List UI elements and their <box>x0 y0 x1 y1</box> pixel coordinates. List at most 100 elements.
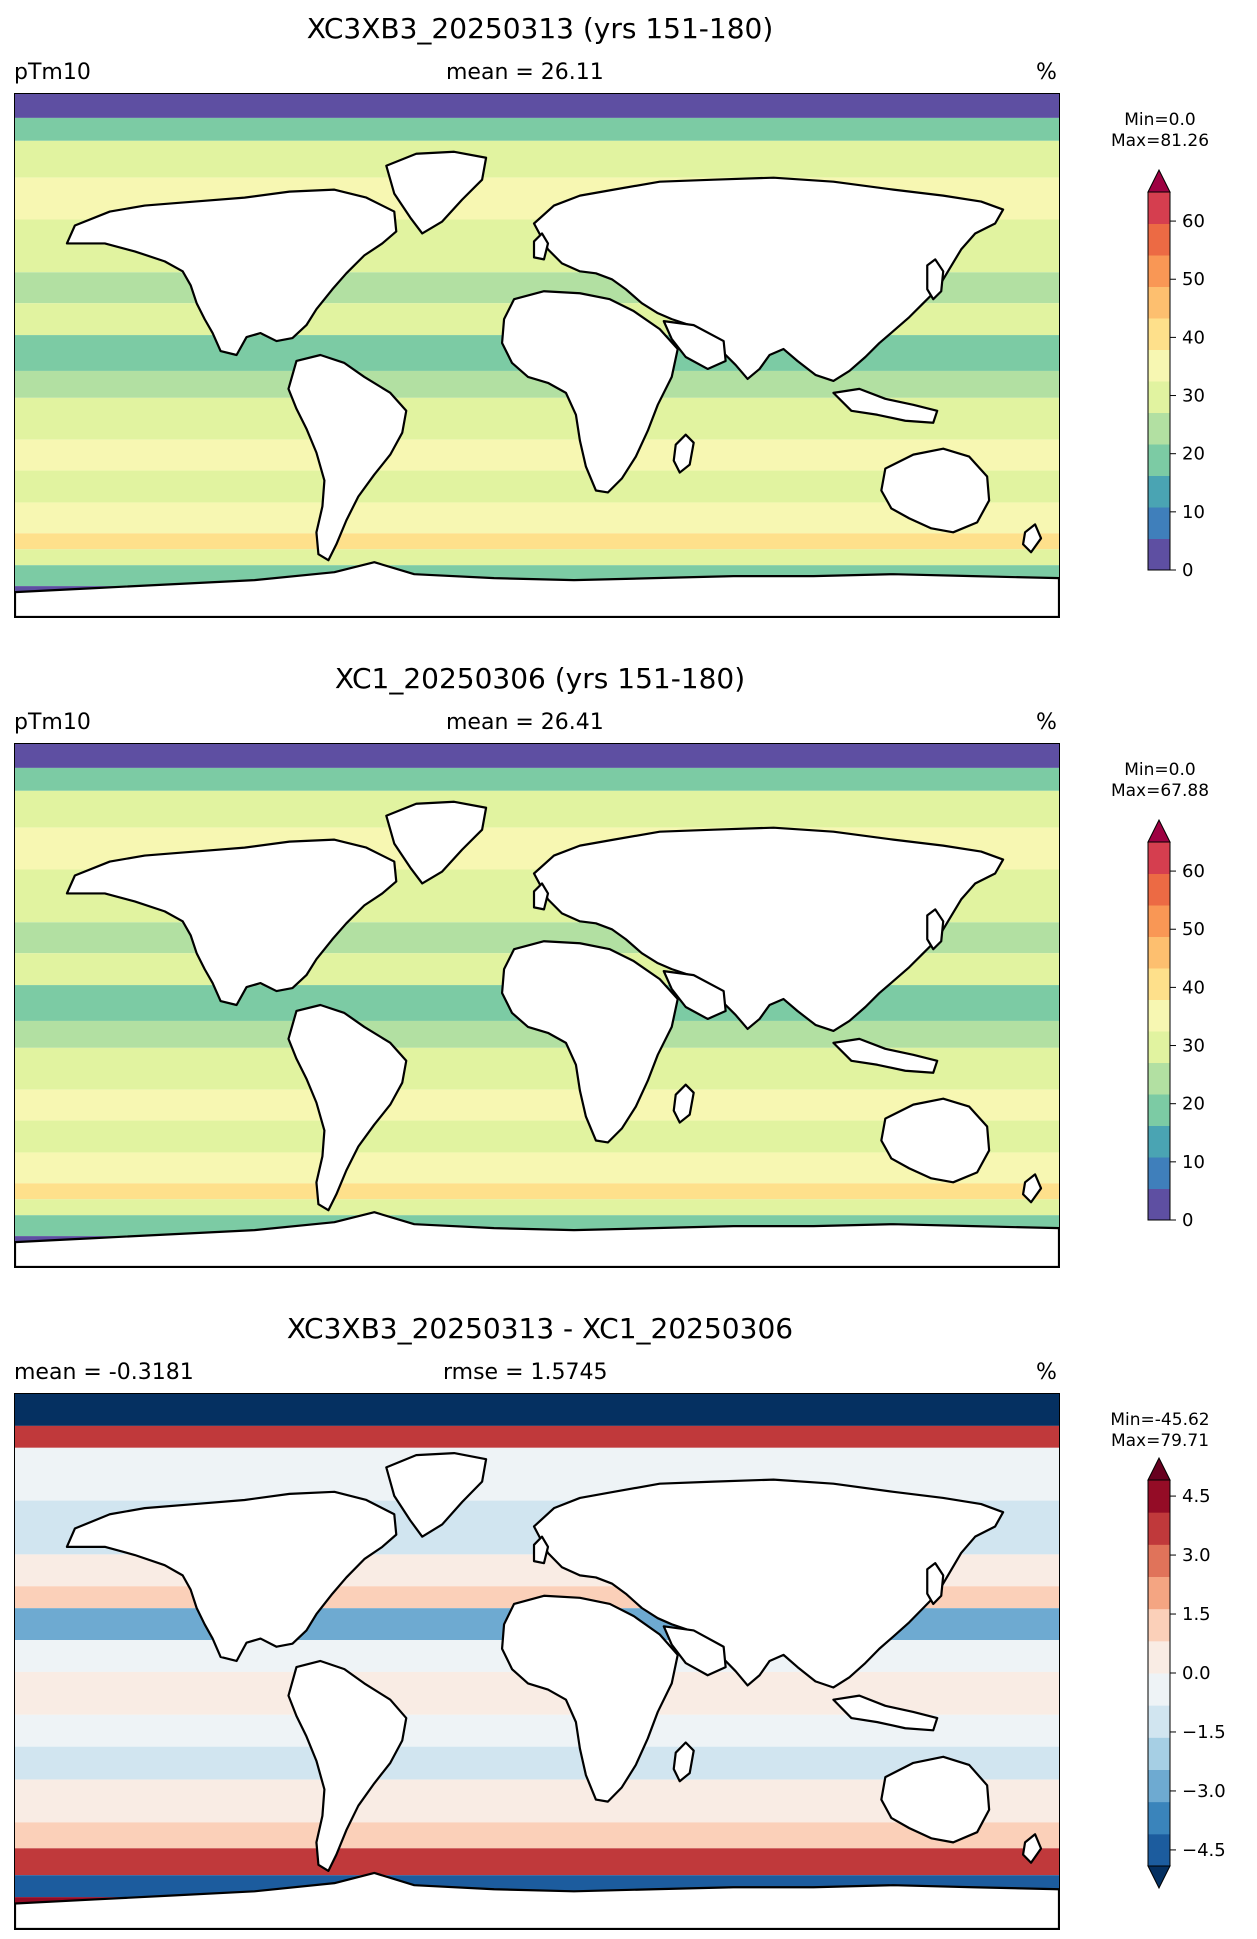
rmse-label: rmse = 1.5745 <box>443 1360 608 1385</box>
land-indonesia <box>833 1696 937 1731</box>
panel-1: XC3XB3_20250313 (yrs 151-180) pTm10 mean… <box>0 0 1257 620</box>
ocean-band <box>15 117 1059 141</box>
ocean-band <box>15 1746 1059 1780</box>
mean-label: mean = 26.41 <box>446 710 604 735</box>
colorbar-tick-label: 50 <box>1182 919 1205 940</box>
ocean-band <box>15 790 1059 828</box>
colorbar-segment <box>1148 1062 1170 1095</box>
colorbar-segment <box>1148 1157 1170 1189</box>
colorbar-tick-label: −1.5 <box>1182 1722 1226 1743</box>
colorbar-extend-max <box>1147 168 1171 193</box>
land-africa <box>502 291 678 492</box>
colorbar-tick-label: 40 <box>1182 327 1205 348</box>
colorbar-segment <box>1148 507 1170 539</box>
land-arabia <box>664 1626 726 1675</box>
colorbar-segment <box>1148 905 1170 937</box>
land-uk <box>534 883 548 909</box>
map-frame <box>14 93 1060 618</box>
colorbar-segment <box>1148 223 1170 256</box>
units-label: % <box>1036 710 1057 735</box>
colorbar-tick-label: 60 <box>1182 861 1205 882</box>
land-indonesia <box>833 1039 937 1073</box>
colorbar-tick-label: 10 <box>1182 502 1205 523</box>
colorbar-segment <box>1148 842 1170 874</box>
colorbar-segment <box>1148 1512 1170 1545</box>
colorbar-segment <box>1148 255 1170 287</box>
ocean-band <box>15 1425 1059 1448</box>
colorbar-segment <box>1148 936 1170 969</box>
colorbar-tick-label: 50 <box>1182 269 1205 290</box>
variable-label: pTm10 <box>14 60 91 85</box>
min-label: Min=-45.62 <box>1110 1410 1210 1430</box>
colorbar-tick-label: 1.5 <box>1182 1604 1211 1625</box>
colorbar-tick-label: 30 <box>1182 386 1205 407</box>
colorbar-segment <box>1148 1608 1170 1642</box>
ocean-band <box>15 1848 1059 1876</box>
colorbar-tick-label: 0.0 <box>1182 1663 1211 1684</box>
land-indonesia <box>833 389 937 423</box>
colorbar-tick-label: 10 <box>1182 1152 1205 1173</box>
colorbar-tick-label: 20 <box>1182 1094 1205 1115</box>
land-outlines <box>15 1453 1059 1929</box>
land-arabia <box>664 321 726 369</box>
ocean-band <box>15 1394 1059 1426</box>
panel-3: XC3XB3_20250313 - XC1_20250306 mean = -0… <box>0 1300 1257 1939</box>
colorbar-segment <box>1148 1544 1170 1577</box>
colorbar-extend-max <box>1147 818 1171 843</box>
colorbar-segment <box>1148 1640 1170 1674</box>
colorbar-segment <box>1148 999 1170 1032</box>
colorbar-segment <box>1148 1737 1170 1770</box>
colorbar-segment <box>1148 318 1170 350</box>
colorbar-tick-label: −4.5 <box>1182 1840 1226 1861</box>
land-outlines <box>15 802 1059 1267</box>
land-north-america <box>67 190 396 355</box>
land-australia <box>881 1099 989 1183</box>
map-canvas <box>15 94 1059 617</box>
land-south-america <box>288 355 406 560</box>
colorbar-segment <box>1148 968 1170 1000</box>
colorbar-segment <box>1148 1094 1170 1126</box>
colorbar-segment <box>1148 286 1170 319</box>
colorbar-segment <box>1148 444 1170 476</box>
land-eurasia <box>534 1480 1003 1688</box>
units-label: % <box>1036 60 1057 85</box>
land-africa <box>502 1596 678 1802</box>
colorbar-segment <box>1148 873 1170 906</box>
land-antarctica <box>15 1212 1059 1267</box>
colorbar-segment <box>1148 1705 1170 1738</box>
colorbar-segment <box>1148 1031 1170 1063</box>
colorbar-tick-label: 3.0 <box>1182 1545 1211 1566</box>
land-australia <box>881 1757 989 1843</box>
colorbar-svg: 0 10 20 30 40 50 60 <box>1147 818 1205 1231</box>
ocean-band <box>15 549 1059 566</box>
ocean-band <box>15 502 1059 534</box>
land-north-america <box>67 1492 396 1661</box>
colorbar-tick-label: −3.0 <box>1182 1781 1226 1802</box>
ocean-band <box>15 1199 1059 1216</box>
land-greenland <box>386 1453 486 1537</box>
land-madagascar <box>674 1743 694 1782</box>
colorbar-extend-max <box>1147 1456 1171 1481</box>
map-canvas <box>15 744 1059 1267</box>
colorbar-tick-label: 30 <box>1182 1036 1205 1057</box>
land-new-zealand <box>1023 1174 1041 1202</box>
map-frame <box>14 1393 1060 1930</box>
colorbar-segment <box>1148 1480 1170 1513</box>
colorbar-outline <box>1147 191 1171 571</box>
colorbar-svg: 0 10 20 30 40 50 60 <box>1147 168 1205 581</box>
colorbar-svg: −4.5 −3.0 −1.5 0.0 1.5 3.0 4.5 <box>1147 1456 1226 1890</box>
units-label: % <box>1036 1360 1057 1385</box>
panel-title: XC3XB3_20250313 - XC1_20250306 <box>286 1312 794 1345</box>
land-new-zealand <box>1023 524 1041 552</box>
ocean-band <box>15 1152 1059 1184</box>
colorbar-segment <box>1148 192 1170 224</box>
land-eurasia <box>534 828 1003 1031</box>
land-north-america <box>67 840 396 1005</box>
map-frame <box>14 743 1060 1268</box>
colorbar-segment <box>1148 412 1170 445</box>
map-canvas <box>15 1394 1059 1929</box>
land-antarctica <box>15 562 1059 617</box>
colorbar-extend-min <box>1147 1865 1171 1890</box>
land-south-america <box>288 1005 406 1210</box>
max-label: Max=79.71 <box>1110 1431 1210 1451</box>
